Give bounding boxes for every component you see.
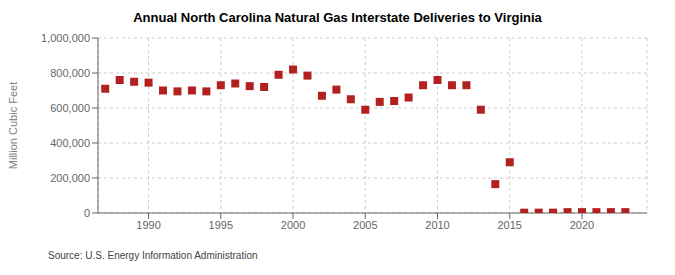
svg-text:0: 0 xyxy=(84,207,90,219)
svg-text:2005: 2005 xyxy=(353,219,377,231)
html-text:Annual North Carolina Natural: Annual North Carolina Natural Gas Inters… xyxy=(133,10,542,25)
html-text:Source: U.S. Energy Informatio: Source: U.S. Energy Information Administ… xyxy=(48,250,258,261)
svg-text:2000: 2000 xyxy=(281,219,305,231)
svg-text:800,000: 800,000 xyxy=(50,67,90,79)
svg-text:200,000: 200,000 xyxy=(50,172,90,184)
svg-text:2010: 2010 xyxy=(425,219,449,231)
svg-text:2020: 2020 xyxy=(570,219,594,231)
svg-text:Million Cubic Feet: Million Cubic Feet xyxy=(8,82,19,169)
svg-text:2015: 2015 xyxy=(498,219,522,231)
svg-text:1,000,000: 1,000,000 xyxy=(41,32,90,44)
svg-text:600,000: 600,000 xyxy=(50,102,90,114)
svg-text:1995: 1995 xyxy=(209,219,233,231)
svg-text:1990: 1990 xyxy=(136,219,160,231)
svg-text:400,000: 400,000 xyxy=(50,137,90,149)
